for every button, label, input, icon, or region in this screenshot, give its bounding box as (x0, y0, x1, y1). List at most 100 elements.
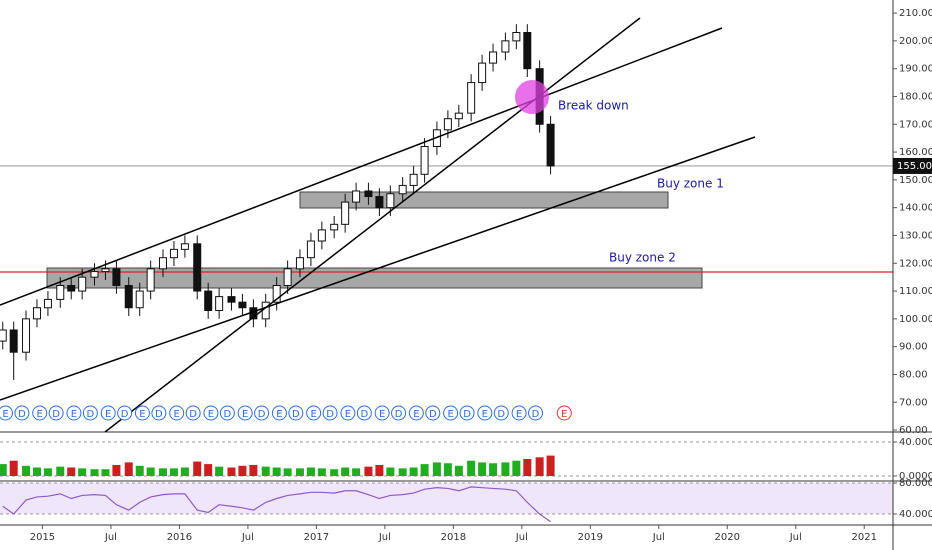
event-marker (254, 405, 270, 421)
candle-body (478, 62, 487, 84)
volume-bar (420, 464, 429, 476)
candle-body (512, 32, 521, 42)
candle-body (330, 223, 339, 231)
volume-bar (432, 462, 441, 476)
volume-bar (227, 467, 236, 476)
candle-body (204, 290, 213, 312)
candle-body (180, 243, 189, 250)
volume-bar (180, 467, 189, 476)
event-marker (48, 405, 64, 421)
volume-bar (478, 462, 487, 476)
event-label: E (139, 409, 145, 420)
volume-bar (398, 468, 407, 476)
x-tick-label: Jul (378, 532, 391, 543)
volume-bar (352, 468, 361, 476)
volume-bar (283, 468, 292, 476)
volume-bar (306, 467, 315, 476)
candle-body (101, 268, 110, 273)
candle-body (501, 40, 510, 53)
volume-bar (341, 467, 350, 476)
candle-body (124, 284, 133, 309)
event-marker (66, 405, 82, 421)
event-label: E (174, 409, 180, 420)
event-marker (425, 405, 441, 421)
candle-body (489, 51, 498, 64)
event-marker (528, 405, 544, 421)
volume-bar (546, 455, 555, 476)
event-marker (288, 405, 304, 421)
event-marker (556, 405, 572, 421)
candle-body (443, 118, 452, 131)
x-tick-label: Jul (104, 532, 117, 543)
y-tick-label: 110.00 (899, 286, 932, 297)
event-marker (203, 405, 219, 421)
volume-bar (375, 464, 384, 476)
event-label: E (37, 409, 43, 420)
event-marker (271, 405, 287, 421)
y-tick-label: 180.00 (899, 91, 932, 102)
event-label: D (463, 409, 471, 420)
volume-bar (22, 465, 31, 476)
event-label: D (155, 409, 163, 420)
last-price-label: 155.00 (897, 161, 932, 172)
event-marker (100, 405, 116, 421)
event-marker (82, 405, 98, 421)
candle-body (193, 243, 202, 292)
candles (0, 24, 555, 381)
candle-body (386, 193, 395, 209)
event-marker (306, 405, 322, 421)
candle-body (32, 307, 41, 320)
candle-body (352, 190, 361, 203)
x-tick-label: 2021 (852, 532, 877, 543)
event-label: D (224, 409, 232, 420)
annotation: Buy zone 2 (609, 251, 676, 265)
candle-body (22, 318, 31, 353)
trend-line (104, 17, 641, 433)
volume-bar (317, 468, 326, 476)
event-label: E (345, 409, 351, 420)
event-marker (185, 405, 201, 421)
volume-bar (56, 466, 65, 476)
event-label: E (379, 409, 385, 420)
candle-body (215, 296, 224, 312)
event-marker (0, 405, 13, 421)
candle-body (261, 301, 270, 320)
event-label: E (413, 409, 419, 420)
event-marker (356, 405, 372, 421)
event-marker (459, 405, 475, 421)
volume-bar (535, 457, 544, 476)
event-marker (340, 405, 356, 421)
candle-body (67, 284, 76, 292)
event-marker (374, 405, 390, 421)
candle-body (272, 284, 281, 303)
candle-body (227, 296, 236, 303)
event-label: D (532, 409, 540, 420)
candle-body (238, 301, 247, 309)
volume-bar (0, 464, 7, 476)
volume-bar (467, 460, 476, 476)
event-marker (32, 405, 48, 421)
volume-bar (90, 469, 99, 476)
candle-body (409, 173, 418, 186)
volume-bar (364, 466, 373, 476)
event-label: E (2, 409, 8, 420)
candle-body (43, 298, 52, 309)
volume-bar (330, 469, 339, 476)
volume-bar (249, 464, 258, 476)
x-tick-label: 2015 (30, 532, 55, 543)
volume-bar (124, 462, 133, 476)
candle-body (158, 257, 167, 270)
y-tick-label: 80.00 (899, 369, 928, 380)
candle-body (169, 248, 178, 259)
event-label: E (561, 409, 567, 420)
candle-body (467, 82, 476, 114)
candle-body (375, 196, 384, 209)
volume-bar (135, 465, 144, 476)
volume-bar (454, 465, 463, 476)
event-label: D (497, 409, 505, 420)
event-label: E (208, 409, 214, 420)
event-label: E (447, 409, 453, 420)
event-marker (477, 405, 493, 421)
x-tick-label: Jul (652, 532, 665, 543)
